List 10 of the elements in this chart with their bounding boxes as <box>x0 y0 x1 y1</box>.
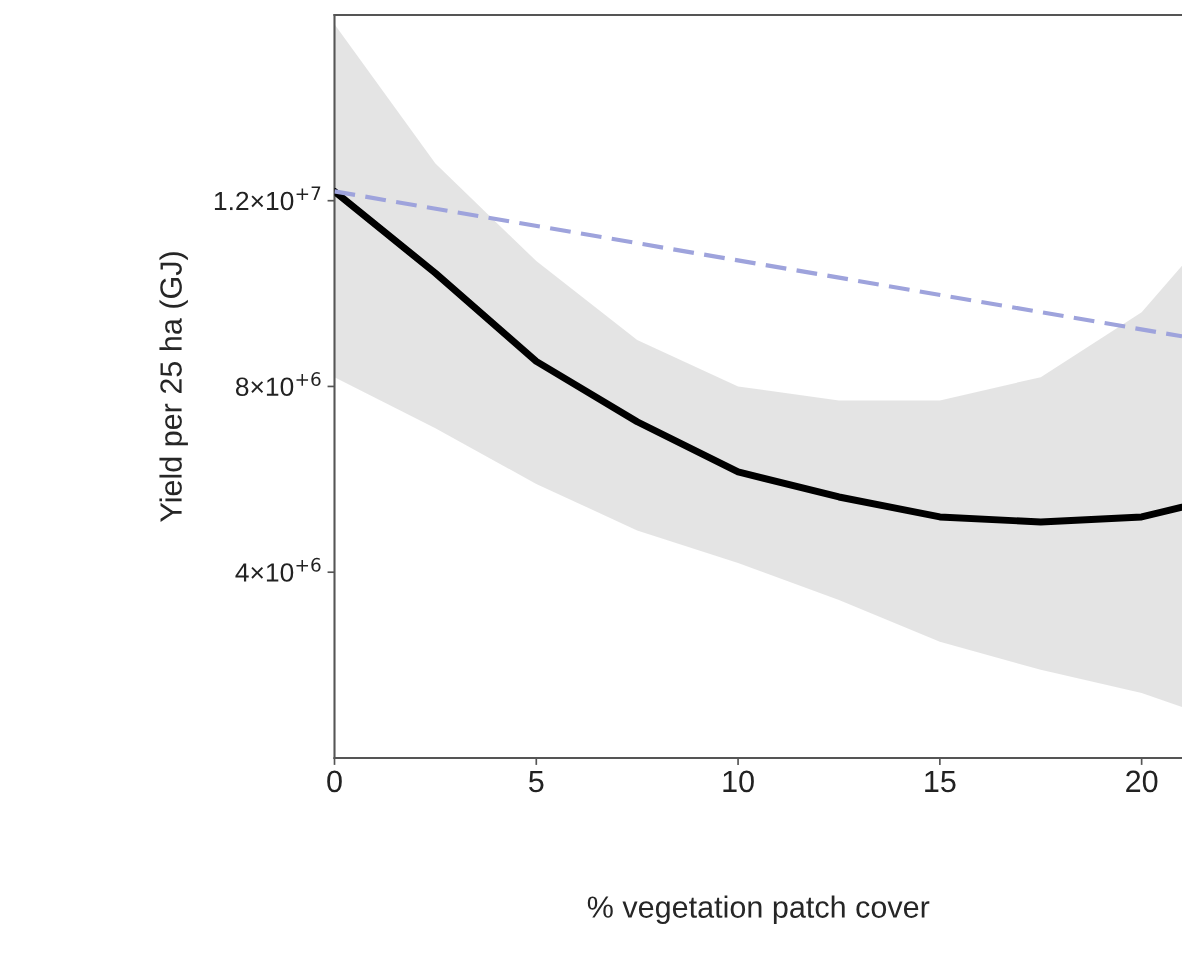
y-tick-label: 1.2×10$^{+7}$ <box>214 186 321 211</box>
x-axis-title: % vegetation patch cover <box>587 895 930 924</box>
x-tick-label: 20 <box>1126 770 1158 793</box>
x-tick-label: 15 <box>925 770 956 793</box>
x-tick-label: 10 <box>723 770 754 793</box>
x-tick-label: 5 <box>529 770 544 793</box>
y-axis-title: Yield per 25 ha (GJ) <box>159 252 188 522</box>
y-tick-label: 8×10$^{+6}$ <box>235 372 321 397</box>
y-tick-label: 4×10$^{+6}$ <box>235 557 321 582</box>
x-tick-label: 0 <box>327 770 342 793</box>
